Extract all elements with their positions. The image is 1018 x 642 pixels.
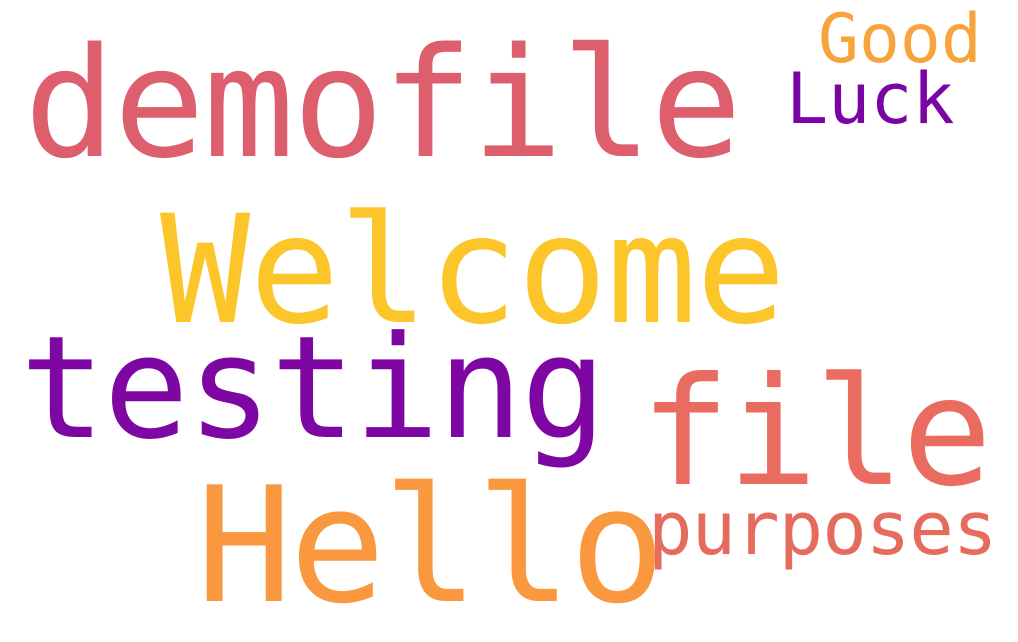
word-purposes: purposes [648,486,997,572]
word-file: file [640,346,992,520]
word-hello: Hello [196,452,666,639]
word-demofile: demofile [24,15,742,192]
word-good: Good [818,0,982,79]
word-testing: testing [20,306,606,471]
word-luck: Luck [786,58,955,140]
word-welcome: Welcome [160,184,786,358]
